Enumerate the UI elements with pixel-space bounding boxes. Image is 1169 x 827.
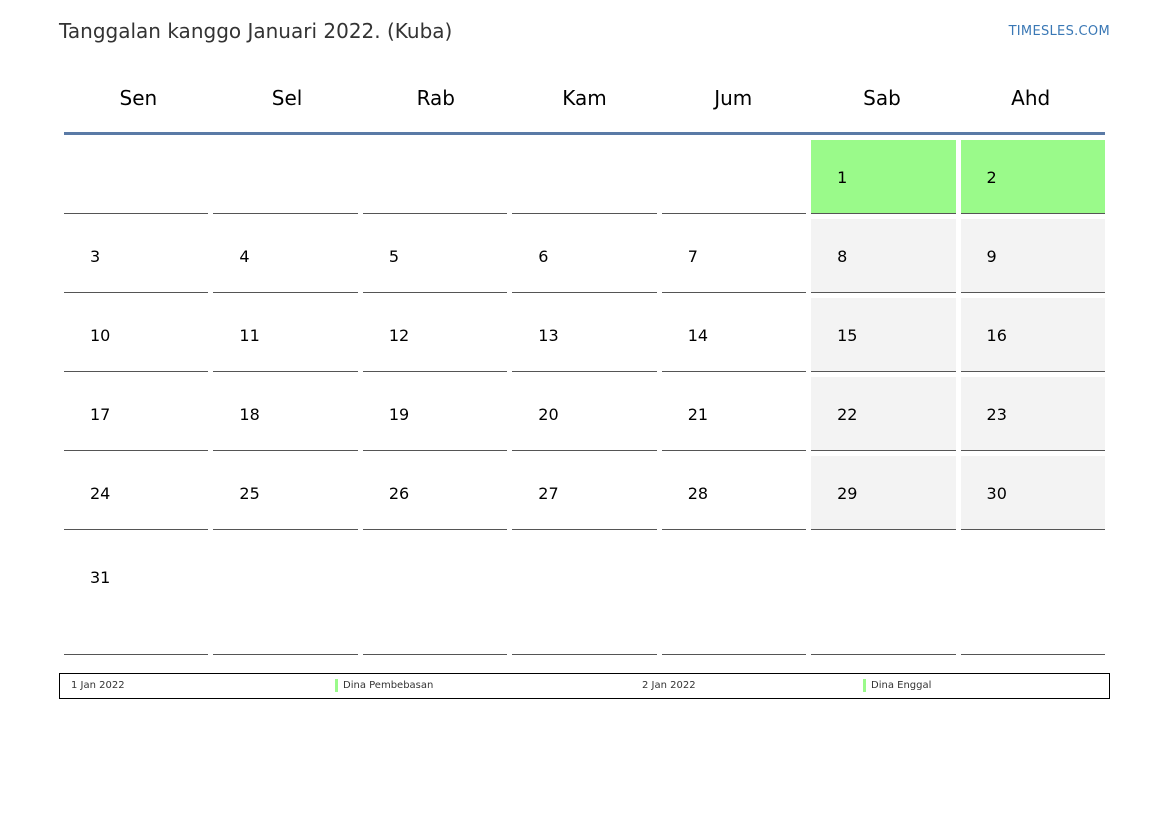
day-number: 20: [538, 405, 559, 424]
day-cell[interactable]: 8: [811, 219, 956, 293]
day-number: 28: [687, 484, 709, 503]
calendar-week: 10 11 12 13 14 15 16: [64, 298, 1105, 372]
day-cell[interactable]: 3: [64, 219, 209, 293]
day-cell[interactable]: 20: [512, 377, 657, 451]
weekday-mon: Sen: [119, 86, 158, 110]
empty-day-cell: [362, 140, 508, 214]
day-cell[interactable]: 29: [811, 456, 956, 530]
weekday-thu: Kam: [562, 86, 607, 110]
day-cell[interactable]: 30: [960, 456, 1105, 530]
calendar-week: 24 25 26 27 28 29 30: [64, 456, 1105, 530]
day-number: 3: [90, 247, 101, 266]
day-cell[interactable]: 7: [661, 219, 807, 293]
day-number: 10: [90, 326, 111, 345]
empty-day-cell: [960, 535, 1105, 655]
day-number: 31: [90, 568, 111, 587]
weekday-header: Sen Sel Rab Kam Jum Sab Ahd: [64, 70, 1105, 135]
day-number: 29: [837, 484, 858, 503]
weekday-tue: Sel: [271, 86, 303, 110]
day-cell[interactable]: 23: [960, 377, 1105, 451]
day-number: 27: [538, 484, 559, 503]
day-cell[interactable]: 11: [213, 298, 358, 372]
empty-day-cell: [661, 535, 807, 655]
day-cell[interactable]: 25: [213, 456, 358, 530]
empty-day-cell: [512, 535, 657, 655]
day-cell[interactable]: 10: [64, 298, 209, 372]
legend-holiday-name: Dina Enggal: [871, 680, 932, 691]
day-cell[interactable]: 16: [960, 298, 1105, 372]
day-cell[interactable]: 4: [213, 219, 358, 293]
day-cell[interactable]: 9: [960, 219, 1105, 293]
empty-day-cell: [512, 140, 657, 214]
day-number: 23: [986, 405, 1007, 424]
legend-date: 2 Jan 2022: [642, 680, 696, 691]
day-number: 22: [837, 405, 858, 424]
day-cell[interactable]: 15: [811, 298, 956, 372]
day-number: 25: [239, 484, 260, 503]
day-cell[interactable]: 17: [64, 377, 209, 451]
day-number: 18: [239, 405, 260, 424]
empty-day-cell: [362, 535, 508, 655]
weekday-fri: Jum: [714, 86, 753, 110]
day-number: 12: [388, 326, 410, 345]
page-title: Tanggalan kanggo Januari 2022. (Kuba): [59, 19, 453, 43]
holiday-color-marker: [863, 679, 866, 692]
day-cell[interactable]: 22: [811, 377, 956, 451]
empty-day-cell: [661, 140, 807, 214]
day-cell[interactable]: 12: [362, 298, 508, 372]
empty-day-cell: [213, 140, 358, 214]
empty-day-cell: [64, 140, 209, 214]
calendar-week: 31: [64, 535, 1105, 655]
day-cell[interactable]: 6: [512, 219, 657, 293]
day-cell[interactable]: 5: [362, 219, 508, 293]
calendar-week: 3 4 5 6 7 8 9: [64, 219, 1105, 293]
day-number: 16: [986, 326, 1007, 345]
day-cell[interactable]: 24: [64, 456, 209, 530]
day-cell[interactable]: 28: [661, 456, 807, 530]
day-number: 30: [986, 484, 1007, 503]
empty-day-cell: [811, 535, 956, 655]
day-cell[interactable]: 14: [661, 298, 807, 372]
empty-day-cell: [213, 535, 358, 655]
weekday-sun: Ahd: [1011, 86, 1051, 110]
day-cell[interactable]: 2: [960, 140, 1105, 214]
legend-holiday-name: Dina Pembebasan: [343, 680, 434, 691]
day-number: 5: [388, 247, 400, 266]
day-number: 7: [687, 247, 698, 266]
day-cell[interactable]: 18: [213, 377, 358, 451]
calendar-weeks: 1 2 3 4 5 6 7 8 9 10 11 12 13 14 15 16 17 18 19 20 21 22 23 24 2…: [64, 140, 1105, 655]
weekday-sat: Sab: [863, 86, 901, 110]
day-cell[interactable]: 13: [512, 298, 657, 372]
day-number: 8: [837, 247, 848, 266]
holiday-color-marker: [335, 679, 338, 692]
day-cell[interactable]: 26: [362, 456, 508, 530]
day-cell[interactable]: 1: [811, 140, 956, 214]
holiday-legend: 1 Jan 2022 Dina Pembebasan 2 Jan 2022 Di…: [59, 673, 1110, 699]
day-number: 21: [687, 405, 709, 424]
day-number: 1: [837, 168, 848, 187]
calendar-grid: Sen Sel Rab Kam Jum Sab Ahd 1 2 3 4 5 6 7 8 9 10 1…: [64, 70, 1105, 655]
day-number: 2: [986, 168, 997, 187]
day-number: 26: [388, 484, 410, 503]
calendar-week: 17 18 19 20 21 22 23: [64, 377, 1105, 451]
day-cell[interactable]: 19: [362, 377, 508, 451]
day-cell[interactable]: 21: [661, 377, 807, 451]
brand-link[interactable]: TIMESLES.COM: [1008, 24, 1110, 39]
day-number: 14: [687, 326, 709, 345]
day-number: 19: [388, 405, 410, 424]
day-cell[interactable]: 27: [512, 456, 657, 530]
day-cell[interactable]: 31: [64, 535, 209, 655]
day-number: 17: [90, 405, 111, 424]
legend-date: 1 Jan 2022: [71, 680, 125, 691]
day-number: 11: [239, 326, 260, 345]
day-number: 15: [837, 326, 858, 345]
day-number: 13: [538, 326, 559, 345]
day-number: 6: [538, 247, 549, 266]
weekday-wed: Rab: [416, 86, 455, 110]
day-number: 9: [986, 247, 997, 266]
day-number: 24: [90, 484, 111, 503]
day-number: 4: [239, 247, 250, 266]
